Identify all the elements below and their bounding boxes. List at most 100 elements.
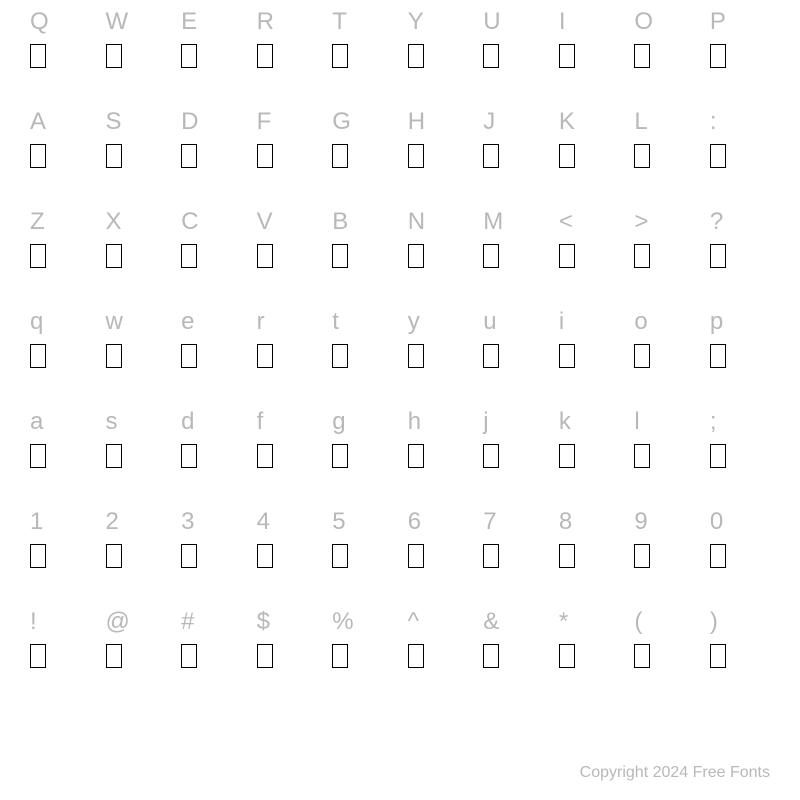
char-label: f (257, 408, 264, 438)
glyph-box (30, 544, 46, 568)
glyph-box (559, 244, 575, 268)
char-cell: r (257, 308, 317, 368)
glyph-box (408, 344, 424, 368)
glyph-box (332, 244, 348, 268)
char-label: < (559, 208, 573, 238)
char-cell: e (181, 308, 241, 368)
glyph-box (710, 444, 726, 468)
char-label: U (483, 8, 500, 38)
glyph-box (257, 244, 273, 268)
char-row: A S D F G H J K L : (30, 108, 770, 168)
char-label: a (30, 408, 43, 438)
char-cell: u (483, 308, 543, 368)
char-label: 2 (106, 508, 119, 538)
char-label: 5 (332, 508, 345, 538)
glyph-box (332, 144, 348, 168)
glyph-box (634, 544, 650, 568)
char-label: > (634, 208, 648, 238)
glyph-box (559, 444, 575, 468)
glyph-box (257, 444, 273, 468)
char-cell: K (559, 108, 619, 168)
glyph-box (30, 444, 46, 468)
char-label: L (634, 108, 647, 138)
glyph-box (634, 444, 650, 468)
glyph-box (710, 544, 726, 568)
char-label: I (559, 8, 566, 38)
char-cell: 7 (483, 508, 543, 568)
glyph-box (408, 44, 424, 68)
char-cell: q (30, 308, 90, 368)
char-label: h (408, 408, 421, 438)
char-cell: L (634, 108, 694, 168)
char-label: & (483, 608, 499, 638)
glyph-box (30, 244, 46, 268)
char-cell: ; (710, 408, 770, 468)
char-cell: J (483, 108, 543, 168)
char-cell: 0 (710, 508, 770, 568)
glyph-box (710, 244, 726, 268)
char-label: r (257, 308, 265, 338)
char-cell: P (710, 8, 770, 68)
glyph-box (106, 144, 122, 168)
glyph-box (181, 544, 197, 568)
glyph-box (181, 444, 197, 468)
glyph-box (181, 144, 197, 168)
glyph-box (634, 44, 650, 68)
char-cell: X (106, 208, 166, 268)
char-label: o (634, 308, 647, 338)
char-label: 8 (559, 508, 572, 538)
char-label: l (634, 408, 639, 438)
char-label: R (257, 8, 274, 38)
char-cell: O (634, 8, 694, 68)
char-label: t (332, 308, 339, 338)
glyph-box (257, 544, 273, 568)
char-cell: > (634, 208, 694, 268)
char-cell: j (483, 408, 543, 468)
char-cell: W (106, 8, 166, 68)
char-cell: Y (408, 8, 468, 68)
char-cell: E (181, 8, 241, 68)
glyph-box (559, 344, 575, 368)
glyph-box (483, 344, 499, 368)
glyph-box (483, 644, 499, 668)
char-cell: D (181, 108, 241, 168)
char-row: 1 2 3 4 5 6 7 8 9 0 (30, 508, 770, 568)
glyph-box (106, 644, 122, 668)
char-label: Z (30, 208, 45, 238)
char-label: M (483, 208, 503, 238)
char-cell: I (559, 8, 619, 68)
char-cell: 1 (30, 508, 90, 568)
char-label: ( (634, 608, 642, 638)
glyph-box (710, 644, 726, 668)
char-cell: 3 (181, 508, 241, 568)
char-cell: f (257, 408, 317, 468)
glyph-box (106, 244, 122, 268)
char-cell: T (332, 8, 392, 68)
char-label: u (483, 308, 496, 338)
glyph-box (408, 244, 424, 268)
char-label: w (106, 308, 123, 338)
char-cell: y (408, 308, 468, 368)
char-label: P (710, 8, 726, 38)
glyph-box (181, 244, 197, 268)
char-cell: s (106, 408, 166, 468)
char-label: 9 (634, 508, 647, 538)
char-label: 7 (483, 508, 496, 538)
char-label: e (181, 308, 194, 338)
char-label: F (257, 108, 272, 138)
char-label: * (559, 608, 568, 638)
char-cell: G (332, 108, 392, 168)
glyph-box (257, 344, 273, 368)
glyph-box (634, 144, 650, 168)
char-cell: M (483, 208, 543, 268)
char-cell: ) (710, 608, 770, 668)
glyph-box (181, 344, 197, 368)
glyph-box (106, 444, 122, 468)
glyph-box (332, 44, 348, 68)
char-label: N (408, 208, 425, 238)
char-label: $ (257, 608, 270, 638)
char-label: ; (710, 408, 717, 438)
char-cell: : (710, 108, 770, 168)
char-cell: # (181, 608, 241, 668)
char-label: g (332, 408, 345, 438)
